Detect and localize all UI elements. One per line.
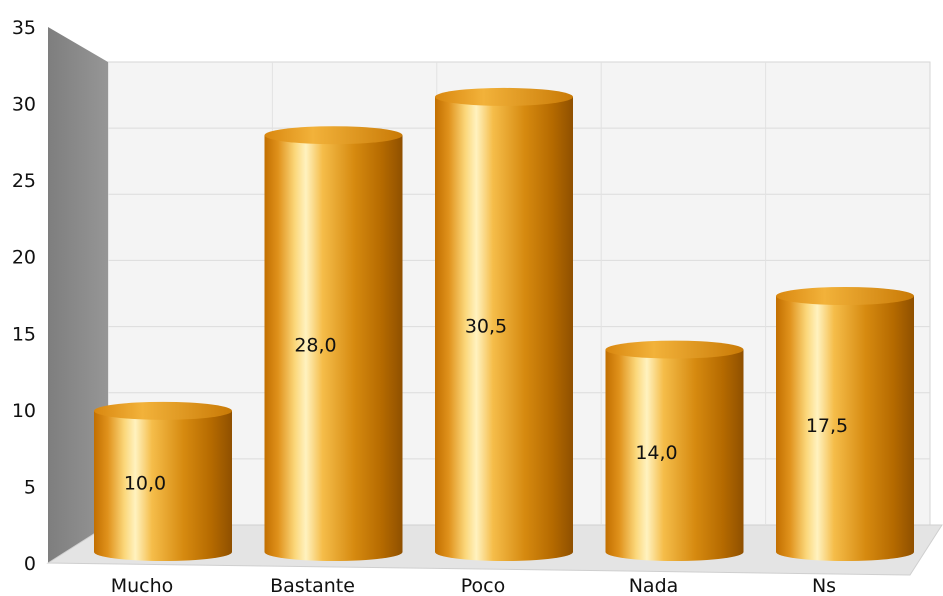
x-category-label: Ns [812,575,836,596]
y-tick-label: 15 [12,323,36,345]
y-tick-label: 0 [24,553,36,575]
x-category-label: Bastante [270,575,355,596]
bar-nada [605,340,744,561]
data-label: 17,5 [806,415,848,437]
data-labels: 10,0 28,0 30,5 14,0 17,5 [124,315,848,494]
x-category-label: Mucho [111,575,174,596]
y-tick-label: 10 [12,400,36,422]
x-category-label: Nada [629,575,679,596]
bar-top [776,287,914,305]
bar-body [776,296,914,561]
y-tick-label: 35 [12,17,36,39]
y-axis-ticks: 0 5 10 15 20 25 30 35 [12,17,36,575]
y-tick-label: 25 [12,170,36,192]
x-category-label: Poco [461,575,505,596]
y-tick-label: 30 [12,94,36,116]
bar-body [94,410,232,561]
x-axis-categories: Mucho Bastante Poco Nada Ns [111,575,836,596]
data-label: 10,0 [124,472,166,494]
bar-top [605,340,744,359]
y-tick-label: 5 [24,476,36,498]
bar-body [435,96,573,562]
data-label: 14,0 [635,442,677,464]
bar-body [605,349,744,561]
data-label: 30,5 [465,315,507,337]
bar-ns [776,287,914,561]
data-label: 28,0 [294,335,336,357]
bar-top [94,401,232,420]
bars [94,87,914,562]
bar-bastante [264,126,403,561]
bar-top [435,87,573,106]
side-wall [48,27,108,563]
bar-mucho [94,401,232,561]
y-tick-label: 20 [12,247,36,269]
bar-poco [435,87,573,562]
bar-top [264,126,403,145]
bar-body [264,135,403,561]
